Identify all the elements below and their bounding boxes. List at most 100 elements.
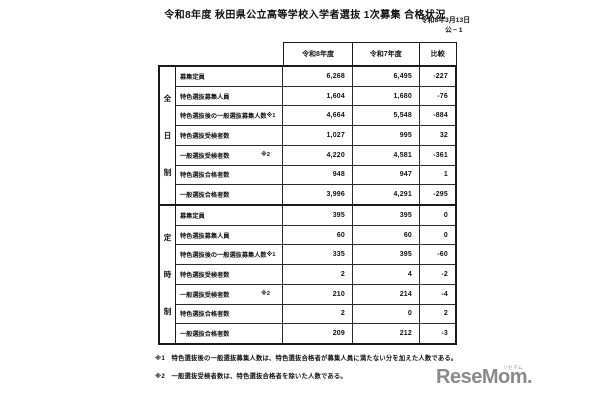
header-cell-r7: 令和7年度 (351, 42, 420, 66)
section-label: 全日制 (160, 67, 176, 204)
section-rows: 募集定員 6,268 6,495 -227 特色選抜募集人員 1,604 1,6… (176, 67, 455, 205)
row-label-cell: 特色選抜後の一般選抜募集人数 ※1 (176, 106, 283, 126)
footnote-2: ※2 一般選抜受検者数は、特色選抜合格者を除いた人数である。 (155, 372, 347, 380)
table-row: 特色選抜募集人員 1,604 1,680 -76 (176, 86, 455, 107)
row-label: 一般選抜合格者数 (180, 331, 230, 339)
value-r7: 6,495 (353, 67, 420, 86)
row-label: 特色選抜合格者数 (180, 311, 230, 319)
row-label: 一般選抜合格者数 (180, 192, 230, 200)
resemom-logo: リセマム ReseMom. (436, 365, 533, 389)
section-rows: 募集定員 395 395 0 特色選抜募集人員 60 60 0 特色選抜後の一般… (176, 206, 455, 344)
row-label: 一般選抜受検者数 (180, 152, 230, 160)
row-label: 特色選抜募集人員 (180, 93, 230, 101)
value-diff: -361 (433, 151, 448, 159)
value-r8: 4,220 (283, 145, 353, 165)
row-note: ※2 (261, 152, 270, 159)
section-label-char: 全 (163, 94, 172, 103)
table-body: 全日制 募集定員 6,268 6,495 -227 特色選抜募集人員 1,604… (158, 65, 457, 345)
row-label: 特色選抜募集人員 (180, 232, 230, 240)
value-r8: 209 (283, 324, 353, 344)
value-diff: -76 (437, 92, 448, 100)
header-cell-r8: 令和8年度 (283, 42, 353, 66)
section-label-char: 日 (163, 131, 172, 140)
document-meta: 令和8年3月13日 公−1 (421, 16, 470, 36)
value-diff: 1 (443, 171, 448, 179)
row-note: ※1 (266, 112, 276, 119)
value-r8: 395 (283, 206, 353, 225)
row-label-cell: 特色選抜合格者数 (176, 304, 283, 324)
table-row: 一般選抜受検者数 ※2 4,220 4,581 -361 (176, 145, 455, 166)
header-cell-diff: 比較 (418, 42, 457, 66)
value-r7: 60 (353, 225, 420, 245)
table-row: 特色選抜受検者数 1,027 995 32 (176, 126, 455, 146)
row-label-cell: 一般選抜受検者数 ※2 (176, 145, 283, 165)
row-label: 特色選抜合格者数 (180, 172, 230, 180)
value-r7: 4,581 (353, 145, 420, 165)
table-row: 一般選抜受検者数 ※2 210 214 -4 (176, 284, 455, 305)
footnotes: ※1 特色選抜後の一般選抜募集人数は、特色選抜合格者が募集人員に満たない分を加え… (155, 350, 457, 385)
table-row: 特色選抜合格者数 2 0 2 (176, 304, 455, 325)
value-r8: 335 (283, 245, 353, 265)
value-r7: 395 (353, 245, 420, 265)
footnote-1: ※1 特色選抜後の一般選抜募集人数は、特色選抜合格者が募集人員に満たない分を加え… (155, 355, 458, 362)
value-diff: -884 (433, 112, 448, 120)
table-row: 特色選抜受検者数 2 4 -2 (176, 265, 455, 285)
row-label: 一般選抜受検者数 (180, 291, 230, 299)
table-row: 特色選抜後の一般選抜募集人数 ※1 4,664 5,548 -884 (176, 106, 455, 127)
table-header-row: 令和8年度 令和7年度 比較 (283, 42, 457, 66)
value-r7: 1,680 (353, 86, 420, 106)
table-row: 特色選抜募集人員 60 60 0 (176, 225, 455, 246)
row-label-cell: 募集定員 (176, 67, 283, 86)
section-label-char: 制 (163, 168, 172, 177)
value-r8: 60 (283, 225, 353, 245)
value-r8: 6,268 (283, 67, 353, 86)
row-label: 特色選抜受検者数 (180, 272, 230, 280)
table-section: 定時制 募集定員 395 395 0 特色選抜募集人員 60 60 0 特色選抜… (160, 204, 455, 344)
value-r7: 395 (353, 206, 420, 225)
value-r8: 1,027 (283, 126, 353, 145)
document-date: 令和8年3月13日 (420, 17, 470, 24)
row-label-cell: 一般選抜受検者数 ※2 (176, 284, 283, 304)
value-r7: 947 (353, 165, 420, 185)
value-diff: -60 (437, 251, 448, 259)
row-label-cell: 一般選抜合格者数 (176, 185, 283, 205)
row-note: ※1 (266, 251, 276, 258)
row-label-cell: 特色選抜合格者数 (176, 165, 283, 185)
table-section: 全日制 募集定員 6,268 6,495 -227 特色選抜募集人員 1,604… (160, 67, 455, 205)
value-r8: 210 (283, 284, 353, 304)
value-r7: 214 (353, 284, 420, 304)
row-note: ※2 (261, 291, 270, 298)
row-label-cell: 一般選抜合格者数 (176, 324, 283, 344)
table-row: 募集定員 395 395 0 (176, 206, 455, 226)
resemom-logo-ruby: リセマム (503, 365, 524, 370)
value-diff: 0 (443, 211, 448, 219)
value-diff: -227 (433, 72, 448, 80)
page-title: 令和8年度 秋田県公立高等学校入学者選抜 1次募集 合格状況 (164, 10, 446, 21)
value-r7: 5,548 (353, 106, 420, 126)
row-label-cell: 特色選抜募集人員 (176, 225, 283, 245)
value-r8: 4,664 (283, 106, 353, 126)
row-label-cell: 募集定員 (176, 206, 283, 225)
section-label-char: 時 (163, 270, 172, 279)
row-label: 特色選抜受検者数 (180, 133, 230, 141)
section-label-char: 定 (163, 233, 172, 242)
value-r8: 3,996 (283, 185, 353, 205)
value-diff: 0 (443, 231, 448, 239)
value-diff: 2 (443, 310, 448, 318)
section-label: 定時制 (160, 206, 176, 343)
value-diff: -4 (441, 290, 448, 298)
value-r7: 4,291 (353, 185, 420, 205)
value-diff: 32 (439, 132, 448, 140)
resemom-logo-text: ReseMom. (436, 366, 533, 388)
table-row: 特色選抜合格者数 948 947 1 (176, 165, 455, 186)
row-label: 特色選抜後の一般選抜募集人数 (180, 113, 267, 121)
value-r8: 1,604 (283, 86, 353, 106)
value-r8: 948 (283, 165, 353, 185)
value-r7: 212 (353, 324, 420, 344)
value-diff: -295 (433, 191, 448, 199)
value-r7: 995 (353, 126, 420, 145)
row-label: 募集定員 (180, 212, 205, 220)
value-diff: -2 (441, 271, 448, 279)
row-label-cell: 特色選抜後の一般選抜募集人数 ※1 (176, 245, 283, 265)
row-label: 募集定員 (180, 73, 205, 81)
